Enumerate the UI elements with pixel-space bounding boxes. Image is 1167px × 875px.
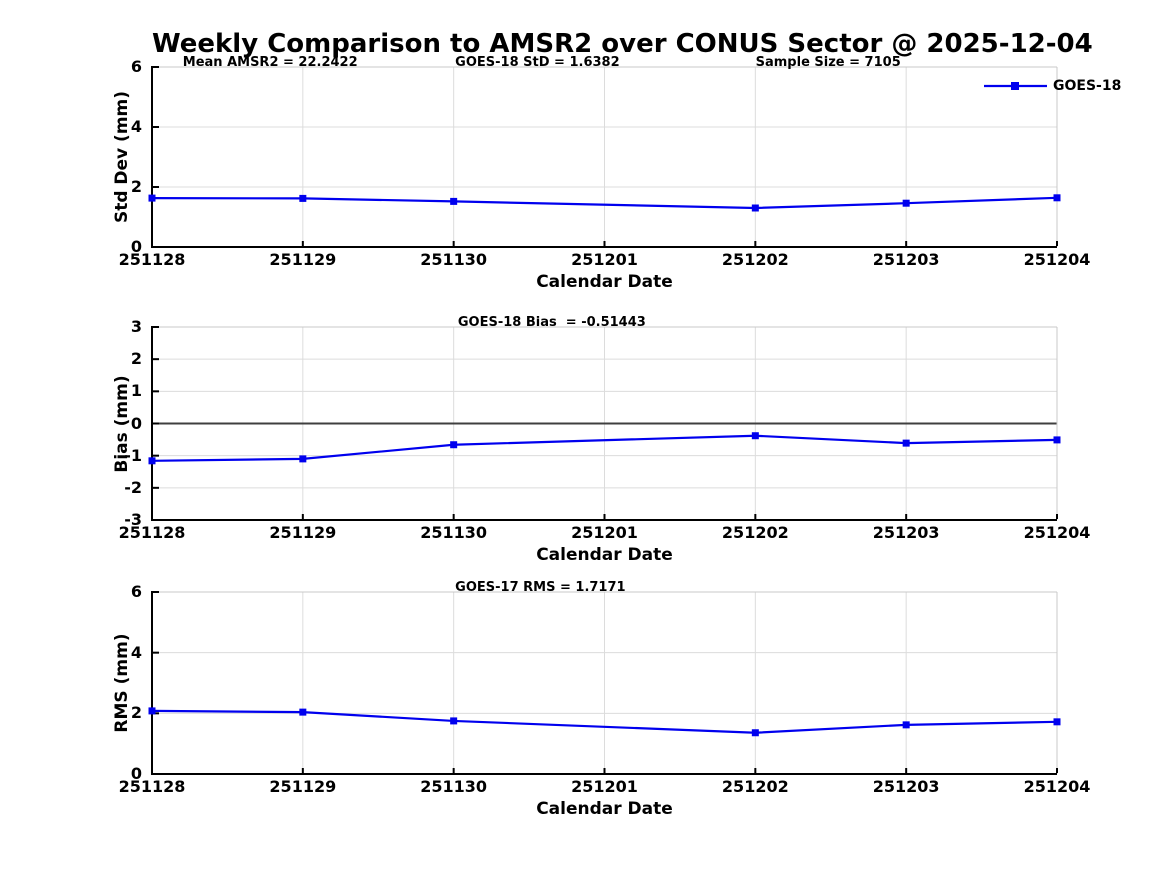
x-tick-label: 251203: [872, 250, 940, 269]
y-tick-label: -3: [124, 510, 142, 529]
data-point-marker: [450, 717, 458, 725]
y-tick-label: 0: [130, 237, 142, 256]
x-tick-label: 251128: [118, 523, 186, 542]
y-tick-label: 6: [130, 57, 142, 76]
series-line-GOES-18: [151, 196, 1058, 210]
x-tick-label: 251129: [269, 523, 337, 542]
x-tick-label: 251130: [420, 250, 488, 269]
data-point-marker: [902, 199, 910, 207]
x-tick-label: 251203: [872, 523, 940, 542]
annotation-goes18-bias: GOES-18 Bias = -0.51443: [457, 315, 646, 330]
x-axis-label-calendar-date: Calendar Date: [536, 272, 673, 292]
legend-label: GOES-18: [1053, 78, 1122, 94]
x-tick-label: 251130: [420, 777, 488, 796]
x-tick-label: 251129: [269, 777, 337, 796]
x-tick-label: 251128: [118, 777, 186, 796]
x-tick-label: 251204: [1023, 250, 1091, 269]
annotation-sample-size: Sample Size = 7105: [755, 55, 901, 70]
y-tick-label: 6: [130, 582, 142, 601]
data-point-marker: [751, 432, 759, 440]
annotation-goes17-rms: GOES-17 RMS = 1.7171: [455, 580, 626, 595]
data-point-marker: [148, 457, 156, 465]
series-line-GOES-18: [151, 709, 1058, 734]
y-tick-label: 4: [130, 642, 142, 662]
y-tick-label: -1: [124, 445, 142, 465]
data-point-marker: [299, 708, 307, 716]
data-point-marker: [902, 439, 910, 447]
y-tick-label: 3: [130, 317, 142, 336]
x-tick-label: 251130: [420, 523, 488, 542]
x-axis-label-calendar-date: Calendar Date: [536, 799, 673, 819]
y-tick-label: 2: [130, 349, 142, 369]
x-tick-label: 251203: [872, 777, 940, 796]
data-point-marker: [1053, 436, 1061, 444]
data-point-marker: [299, 455, 307, 463]
data-point-marker: [1053, 194, 1061, 202]
y-tick-label: -2: [124, 477, 142, 497]
data-point-marker: [148, 194, 156, 202]
x-tick-label: 251129: [269, 250, 337, 269]
data-point-marker: [1053, 718, 1061, 726]
series-line-GOES-18: [151, 434, 1058, 462]
x-tick-label: 251128: [118, 250, 186, 269]
x-tick-label: 251201: [571, 523, 638, 542]
annotation-mean-amsr2: Mean AMSR2 = 22.2422: [182, 55, 358, 70]
data-point-marker: [450, 197, 458, 205]
y-tick-label: 0: [130, 413, 142, 433]
data-point-marker: [450, 441, 458, 449]
y-tick-label: 2: [130, 177, 142, 196]
data-point-marker: [902, 721, 910, 729]
x-tick-label: 251202: [721, 250, 789, 269]
data-point-marker: [751, 729, 759, 737]
legend-line-sample-icon: [984, 82, 1047, 90]
x-tick-label: 251202: [721, 523, 789, 542]
annotation-goes18-std: GOES-18 StD = 1.6382: [455, 55, 620, 70]
y-axis-label-std-dev: Std Dev (mm): [112, 90, 132, 224]
x-axis-label-calendar-date: Calendar Date: [536, 545, 673, 565]
legend: GOES-18: [984, 78, 1121, 94]
data-point-marker: [751, 204, 759, 212]
y-tick-label: 4: [130, 117, 142, 136]
x-tick-label: 251201: [571, 777, 638, 796]
x-tick-label: 251201: [571, 250, 638, 269]
chart-title: Weekly Comparison to AMSR2 over CONUS Se…: [152, 29, 1093, 59]
data-point-marker: [148, 707, 156, 715]
y-tick-label: 1: [130, 381, 142, 401]
x-tick-label: 251204: [1023, 777, 1091, 796]
y-tick-label: 0: [130, 764, 142, 783]
data-point-marker: [299, 194, 307, 202]
y-tick-label: 2: [130, 703, 142, 723]
x-tick-label: 251204: [1023, 523, 1091, 542]
x-tick-label: 251202: [721, 777, 789, 796]
